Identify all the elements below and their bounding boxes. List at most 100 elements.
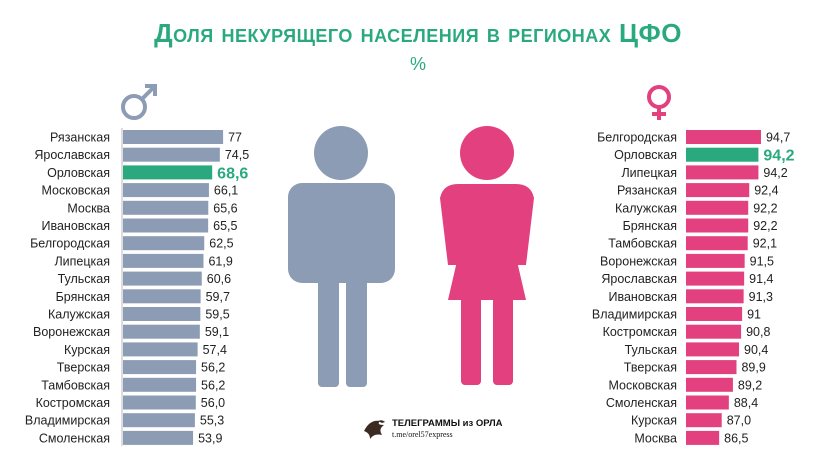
female-category-label: Москва [634, 431, 677, 445]
female-value-label: 94,7 [766, 131, 790, 145]
female-bar [686, 165, 759, 180]
male-bar [123, 430, 194, 445]
male-category-label: Смоленская [39, 431, 110, 445]
female-bar [686, 413, 722, 428]
male-value-label: 56,2 [201, 361, 225, 375]
male-value-label: 56,0 [201, 396, 225, 410]
female-category-label: Тульская [625, 343, 677, 357]
male-category-label: Рязанская [50, 131, 110, 145]
male-value-label: 59,7 [206, 290, 230, 304]
female-bar [686, 236, 748, 251]
female-bar [686, 200, 749, 215]
female-category-label: Курская [631, 414, 677, 428]
female-value-label: 90,8 [746, 325, 770, 339]
male-bar-chart: Рязанская 77 Ярославская 74,5 Орловская 68,6 М… [25, 130, 249, 445]
chart-title: Доля некурящего населения в регионах ЦФО [154, 18, 682, 48]
female-category-label: Брянская [623, 219, 677, 233]
male-value-label: 55,3 [200, 414, 224, 428]
watermark: ТЕЛЕГРАММЫ из ОРЛА t.me/orel57express [362, 416, 503, 442]
female-value-label: 92,2 [753, 201, 777, 215]
female-value-label: 94,2 [763, 166, 787, 180]
male-bar [123, 200, 209, 215]
male-category-label: Белгородская [30, 237, 110, 251]
female-value-label: 89,9 [741, 361, 765, 375]
female-bar [686, 395, 729, 410]
female-value-label: 89,2 [738, 378, 762, 392]
male-value-label: 68,6 [217, 165, 248, 182]
female-category-label: Тверская [624, 361, 677, 375]
female-symbol-icon [647, 85, 671, 120]
male-value-label: 65,5 [213, 219, 237, 233]
male-bar [123, 130, 224, 144]
female-category-label: Ярославская [601, 272, 677, 286]
male-value-label: 77 [228, 131, 242, 145]
male-bar [123, 324, 200, 339]
male-bar [123, 183, 209, 198]
male-bar [123, 289, 201, 304]
male-value-label: 59,5 [205, 308, 229, 322]
male-value-label: 66,1 [214, 184, 238, 198]
male-value-label: 65,6 [213, 201, 237, 215]
male-symbol-icon [121, 84, 157, 120]
female-category-label: Липецкая [621, 166, 677, 180]
female-value-label: 91,5 [750, 254, 774, 268]
male-category-label: Ярославская [34, 148, 110, 162]
female-figure-icon [440, 126, 534, 385]
female-category-label: Владимирская [592, 308, 677, 322]
female-value-label: 87,0 [727, 414, 751, 428]
male-category-label: Калужская [48, 308, 110, 322]
male-value-label: 59,1 [205, 325, 229, 339]
female-bar [686, 342, 740, 357]
female-value-label: 92,1 [753, 237, 777, 251]
male-bar [123, 395, 196, 410]
male-category-label: Орловская [47, 166, 110, 180]
chart-unit: % [409, 54, 426, 74]
female-bar [686, 271, 745, 286]
female-category-label: Тамбовская [608, 237, 677, 251]
male-category-label: Воронежская [33, 325, 110, 339]
male-bar [123, 218, 209, 233]
male-category-label: Владимирская [25, 414, 110, 428]
female-category-label: Московская [608, 378, 677, 392]
male-figure-icon [288, 126, 395, 387]
male-value-label: 74,5 [225, 148, 249, 162]
male-bar [123, 413, 195, 428]
female-bar [686, 183, 750, 198]
female-category-label: Орловская [614, 148, 677, 162]
male-category-label: Тверская [57, 361, 110, 375]
male-value-label: 56,2 [201, 378, 225, 392]
male-value-label: 57,4 [203, 343, 227, 357]
watermark-link: t.me/orel57express [392, 430, 453, 440]
female-value-label: 86,5 [724, 431, 748, 445]
male-category-label: Ивановская [41, 219, 110, 233]
male-category-label: Тульская [58, 272, 110, 286]
male-bar [123, 342, 198, 357]
male-value-label: 61,9 [208, 254, 232, 268]
male-bar [123, 147, 220, 162]
female-bar [686, 130, 761, 144]
female-value-label: 91 [747, 308, 761, 322]
male-category-label: Курская [64, 343, 110, 357]
female-bar [686, 324, 742, 339]
watermark-name: ТЕЛЕГРАММЫ из ОРЛА [392, 417, 503, 429]
female-bar [686, 360, 737, 375]
female-category-label: Костромская [603, 325, 677, 339]
female-value-label: 90,4 [744, 343, 768, 357]
male-category-label: Брянская [56, 290, 110, 304]
female-bar [686, 377, 733, 392]
female-category-label: Белгородская [597, 131, 677, 145]
female-value-label: 88,4 [734, 396, 758, 410]
female-category-label: Воронежская [600, 254, 677, 268]
female-value-label: 91,3 [749, 290, 773, 304]
eagle-logo-icon [364, 420, 385, 439]
female-category-label: Ивановская [608, 290, 677, 304]
male-bar [123, 236, 205, 251]
female-value-label: 92,4 [754, 184, 778, 198]
male-bar [123, 165, 213, 180]
female-bar [686, 289, 744, 304]
female-bar [686, 218, 749, 233]
male-value-label: 60,6 [207, 272, 231, 286]
female-category-label: Калужская [615, 201, 677, 215]
female-bar [686, 430, 720, 445]
